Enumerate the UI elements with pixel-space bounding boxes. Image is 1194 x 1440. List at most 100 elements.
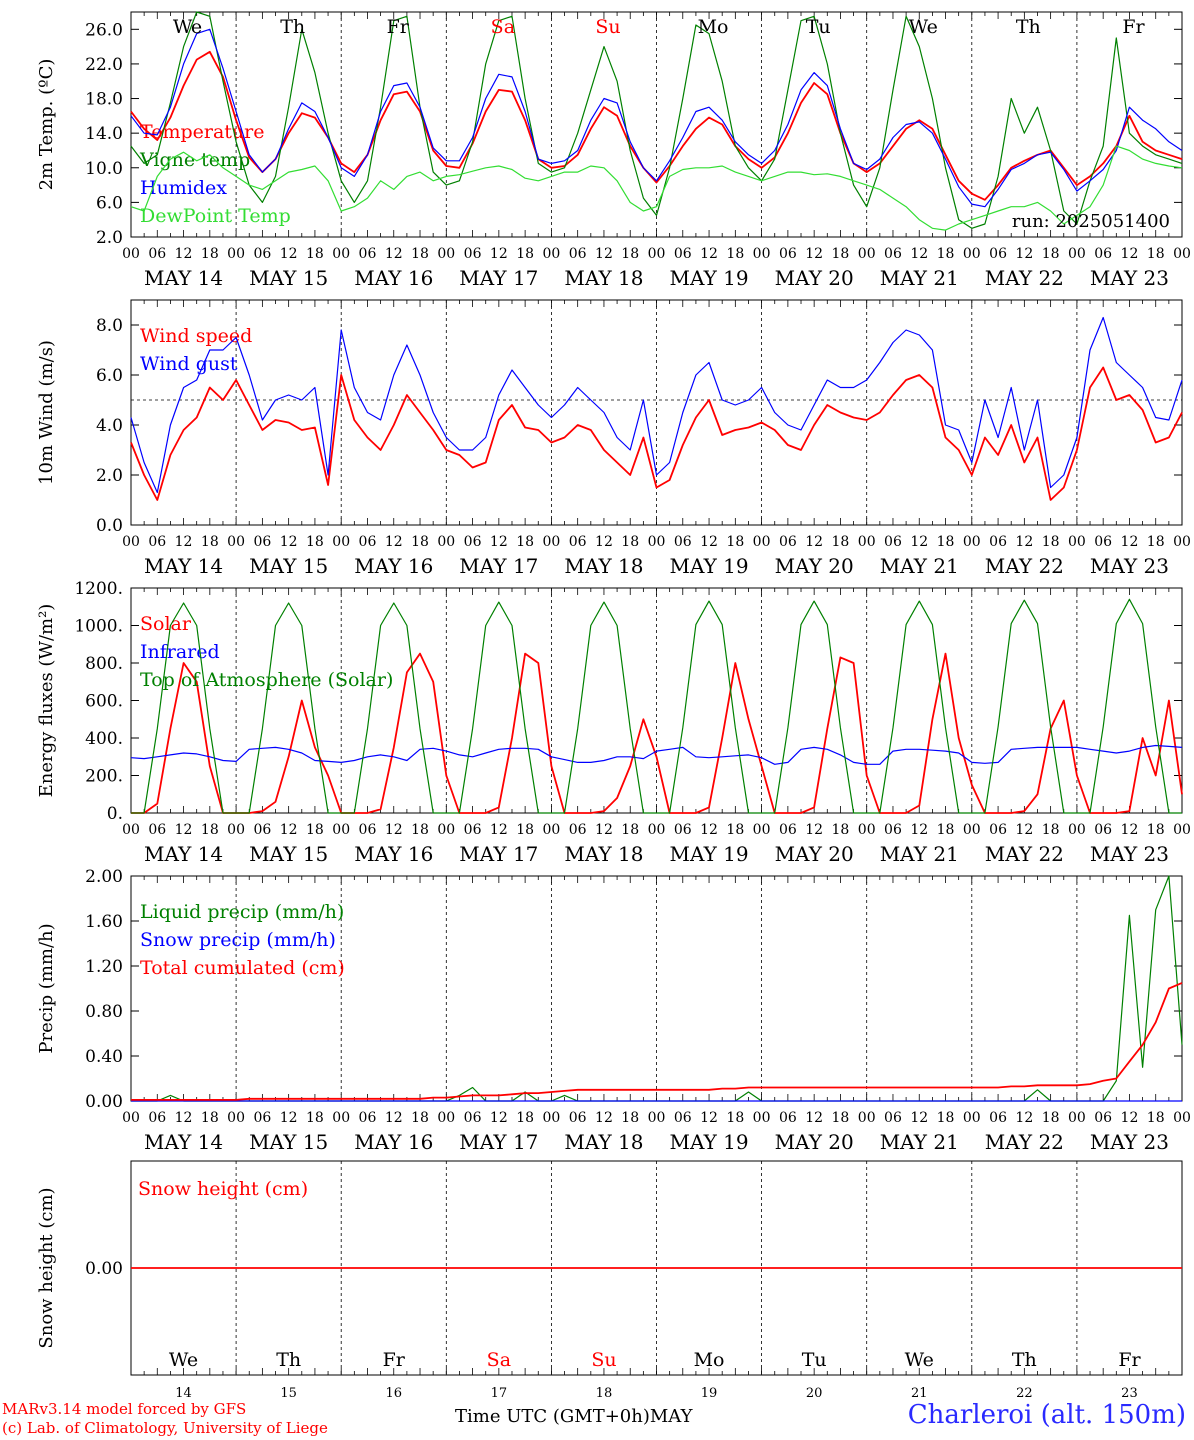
hour-tick-label: 06: [464, 534, 482, 550]
hour-tick-label: 18: [621, 246, 639, 262]
hour-tick-label: 12: [1015, 1110, 1033, 1126]
series-line-green: [130, 11, 1183, 229]
hour-tick-label: 18: [516, 246, 534, 262]
legend-entry: Wind speed: [140, 325, 252, 347]
hour-tick-label: 00: [122, 534, 140, 550]
hour-tick-label: 00: [1068, 534, 1086, 550]
date-label: MAY 14: [144, 554, 223, 578]
hour-tick-label: 12: [910, 534, 928, 550]
y-tick-label: 1.20: [85, 957, 123, 977]
y-tick-label: 1.60: [85, 912, 123, 932]
series-line-lime: [130, 145, 1183, 231]
hour-tick-label: 18: [201, 534, 219, 550]
y-tick-label: 18.0: [85, 90, 123, 110]
hour-tick-label: 00: [227, 822, 245, 838]
hour-tick-label: 12: [385, 246, 403, 262]
hour-tick-label: 12: [700, 534, 718, 550]
weekday-label-bottom: Th: [276, 1349, 301, 1371]
hour-tick-label: 06: [253, 1110, 271, 1126]
hour-tick-label: 00: [542, 822, 560, 838]
hour-tick-label: 12: [1121, 822, 1139, 838]
y-axis-label: Precip (mm/h): [36, 923, 57, 1053]
hour-tick-label: 12: [175, 1110, 193, 1126]
y-tick-label: 600.: [85, 692, 123, 712]
y-tick-label: 6.0: [96, 193, 123, 213]
hour-tick-label: 00: [542, 1110, 560, 1126]
weekday-label-top: Sa: [491, 16, 515, 38]
hour-tick-label: 18: [621, 1110, 639, 1126]
date-label: MAY 19: [669, 554, 748, 578]
weekday-label-bottom: Tu: [802, 1349, 827, 1371]
date-label: MAY 18: [564, 1130, 643, 1154]
series-line-red: [130, 50, 1183, 201]
hour-tick-label: 12: [805, 246, 823, 262]
y-tick-label: 2.0: [96, 466, 123, 486]
y-tick-label: 0.00: [85, 1092, 123, 1112]
hour-tick-label: 12: [1121, 1110, 1139, 1126]
hour-tick-label: 06: [359, 246, 377, 262]
date-label: MAY 20: [775, 554, 854, 578]
date-label: MAY 23: [1090, 1130, 1169, 1154]
weekday-label-top: Su: [595, 16, 620, 38]
hour-tick-label: 06: [569, 1110, 587, 1126]
weekday-label-bottom: Th: [1012, 1349, 1037, 1371]
y-tick-label: 0.80: [85, 1002, 123, 1022]
weekday-label-bottom: Su: [591, 1349, 616, 1371]
hour-tick-label: 18: [726, 822, 744, 838]
legend-entry: Wind gust: [140, 353, 238, 375]
day-number-label: 22: [1016, 1386, 1033, 1401]
hour-tick-label: 12: [805, 1110, 823, 1126]
date-label: MAY 18: [564, 266, 643, 290]
hour-tick-label: 00: [437, 246, 455, 262]
y-tick-label: 6.0: [96, 366, 123, 386]
hour-tick-label: 18: [201, 246, 219, 262]
hour-tick-label: 12: [595, 246, 613, 262]
hour-tick-label: 06: [1094, 246, 1112, 262]
date-label: MAY 14: [144, 842, 223, 866]
weekday-label-top: Tu: [806, 16, 831, 38]
date-label: MAY 16: [354, 842, 433, 866]
y-tick-label: 14.0: [85, 124, 123, 144]
hour-tick-label: 12: [910, 246, 928, 262]
hour-tick-label: 06: [148, 1110, 166, 1126]
hour-tick-label: 00: [858, 534, 876, 550]
hour-tick-label: 00: [858, 246, 876, 262]
date-label: MAY 15: [249, 266, 328, 290]
y-axis-label: 10m Wind (m/s): [36, 340, 57, 485]
hour-tick-label: 12: [490, 246, 508, 262]
legend-entry: Liquid precip (mm/h): [140, 901, 344, 923]
hour-tick-label: 06: [253, 534, 271, 550]
hour-tick-label: 12: [175, 246, 193, 262]
hour-tick-label: 06: [1094, 822, 1112, 838]
hour-tick-label: 00: [963, 1110, 981, 1126]
hour-tick-label: 00: [437, 822, 455, 838]
hour-tick-label: 00: [332, 246, 350, 262]
date-label: MAY 21: [880, 266, 959, 290]
y-tick-label: 22.0: [85, 55, 123, 75]
hour-tick-label: 12: [910, 1110, 928, 1126]
series-line-blue: [130, 28, 1183, 208]
hour-tick-label: 06: [359, 534, 377, 550]
hour-tick-label: 06: [779, 1110, 797, 1126]
hour-tick-label: 18: [832, 534, 850, 550]
hour-tick-label: 00: [648, 246, 666, 262]
hour-tick-label: 00: [963, 246, 981, 262]
hour-tick-label: 12: [700, 246, 718, 262]
date-label: MAY 23: [1090, 266, 1169, 290]
hour-tick-label: 18: [201, 1110, 219, 1126]
panel-frame-2: [130, 299, 1183, 526]
legend-entry: Total cumulated (cm): [140, 957, 345, 979]
date-label: MAY 17: [459, 1130, 538, 1154]
weekday-label-bottom: We: [169, 1349, 198, 1371]
hour-tick-label: 00: [227, 1110, 245, 1126]
hour-tick-label: 12: [1015, 246, 1033, 262]
date-label: MAY 19: [669, 1130, 748, 1154]
hour-tick-label: 06: [884, 822, 902, 838]
hour-tick-label: 06: [253, 246, 271, 262]
hour-tick-label: 00: [1068, 822, 1086, 838]
hour-tick-label: 00: [227, 246, 245, 262]
hour-tick-label: 06: [253, 822, 271, 838]
hour-tick-label: 00: [437, 534, 455, 550]
weekday-label-bottom: Sa: [487, 1349, 511, 1371]
